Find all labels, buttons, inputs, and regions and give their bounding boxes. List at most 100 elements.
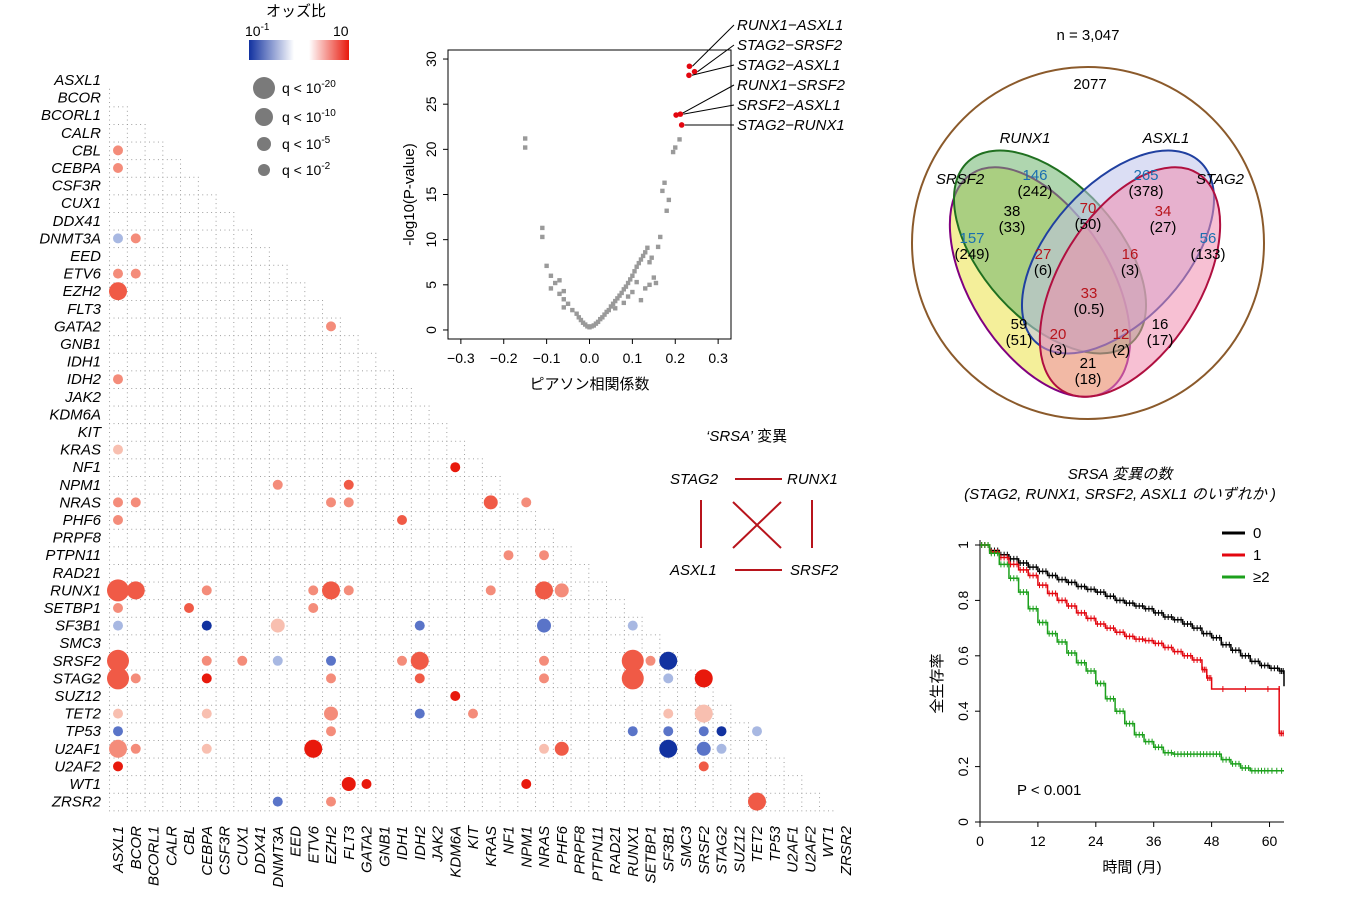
bubble (554, 741, 569, 756)
row-label: BCORL1 (41, 107, 101, 124)
venn-diagram: n = 3,047 2077 SRSF2 RUNX1 ASXL1 STAG2 146(242… (911, 27, 1265, 420)
venn-set-label: RUNX1 (1000, 130, 1051, 147)
venn-expected: (50) (1075, 216, 1102, 233)
venn-observed: 27 (1035, 246, 1052, 263)
scatter-point (634, 279, 639, 285)
callout-line (691, 64, 735, 76)
highlight-point (677, 111, 684, 117)
km-legend-label: 0 (1253, 525, 1261, 542)
km-curve (980, 544, 1284, 735)
venn-expected: (33) (999, 219, 1026, 236)
column-label: TP53 (767, 825, 784, 862)
bubble (201, 620, 212, 631)
column-label: TET2 (749, 825, 766, 862)
venn-expected: (378) (1128, 183, 1163, 200)
scatter-point (570, 307, 575, 313)
row-label: PRPF8 (53, 530, 102, 547)
column-label: NPM1 (518, 826, 535, 868)
srsa-node-runx1: RUNX1 (787, 471, 838, 488)
bubble (109, 282, 127, 301)
scatter-point (643, 250, 648, 255)
venn-observed: 33 (1081, 285, 1098, 302)
scatter-point (658, 234, 663, 240)
legend-size-dot (258, 164, 270, 176)
venn-observed: 12 (1113, 326, 1130, 343)
bubble (414, 673, 425, 684)
bubble (184, 603, 194, 613)
bubble (130, 673, 141, 684)
row-label: CALR (61, 125, 101, 142)
bubble (113, 163, 123, 173)
venn-expected: (6) (1034, 262, 1052, 279)
column-label: KRAS (483, 826, 500, 867)
column-label: GATA2 (359, 825, 376, 873)
legend-title: オッズ比 (266, 3, 326, 20)
srsa-node-stag2: STAG2 (670, 471, 719, 488)
y-tick-label: 5 (423, 281, 439, 289)
highlight-label: SRSF2−ASXL1 (737, 97, 841, 114)
venn-expected: (2) (1112, 342, 1130, 359)
bubble (535, 581, 553, 600)
row-label: PHF6 (63, 512, 102, 529)
bubble (237, 655, 248, 666)
x-axis-label: ピアソン相関係数 (529, 376, 649, 393)
bubble (627, 726, 638, 737)
venn-observed: 20 (1050, 326, 1067, 343)
bubble (130, 268, 141, 279)
scatter-point (619, 290, 624, 296)
km-legend-label: 1 (1253, 547, 1261, 564)
y-tick-label: 0.2 (955, 757, 971, 777)
bubble (539, 673, 549, 684)
bubble (663, 673, 674, 684)
scatter-point (664, 208, 669, 213)
scatter-point (638, 257, 644, 262)
row-label: TP53 (65, 723, 102, 740)
scatter-point (540, 225, 545, 231)
venn-observed: 265 (1133, 167, 1158, 184)
venn-universe (911, 66, 1265, 420)
y-tick-label: 0.6 (955, 646, 971, 666)
venn-observed: 157 (959, 230, 984, 247)
venn-observed: 34 (1155, 203, 1172, 220)
size-legend: q < 10-20 q < 10-10 q < 10-5 q < 10-2 (253, 77, 336, 178)
y-tick-label: 0 (955, 818, 971, 826)
scatter-frame (447, 49, 732, 340)
column-label: NRAS (536, 826, 553, 868)
row-label: ZRSR2 (51, 794, 102, 811)
km-curve (980, 544, 1285, 687)
scatter-point (610, 301, 616, 306)
x-tick-label: 60 (1262, 833, 1278, 849)
column-label: ASXL1 (110, 826, 127, 874)
row-label: CBL (72, 142, 101, 159)
bubble (201, 708, 212, 719)
venn-observed: 70 (1080, 200, 1097, 217)
scatter-point (666, 197, 672, 203)
column-label: RAD21 (607, 826, 624, 874)
bubble (324, 706, 338, 721)
bubble (645, 655, 656, 666)
row-label: SRSF2 (53, 653, 102, 670)
scatter-point (670, 149, 676, 155)
row-label: BCOR (58, 90, 102, 107)
row-label: IDH2 (67, 371, 102, 388)
scatter-point (544, 263, 549, 269)
venn-expected: (27) (1150, 219, 1177, 236)
x-tick-label: −0.3 (447, 350, 475, 366)
bubble (414, 708, 425, 719)
highlight-label: RUNX1−ASXL1 (737, 17, 843, 34)
column-label: EED (288, 826, 305, 857)
column-label: DNMT3A (270, 826, 287, 888)
row-label: PTPN11 (45, 547, 101, 564)
x-tick-label: 0.2 (666, 350, 686, 366)
bubble (539, 550, 549, 561)
row-label: GATA2 (54, 318, 102, 335)
scatter-point (595, 319, 601, 325)
scatter-point (602, 312, 607, 317)
bubble (450, 691, 461, 701)
row-label: NF1 (73, 459, 101, 476)
scatter-point (649, 255, 654, 260)
bubble (694, 704, 713, 723)
x-tick-label: 36 (1146, 833, 1162, 849)
km-legend-label: ≥2 (1253, 569, 1270, 586)
venn-expected: (3) (1049, 342, 1067, 359)
